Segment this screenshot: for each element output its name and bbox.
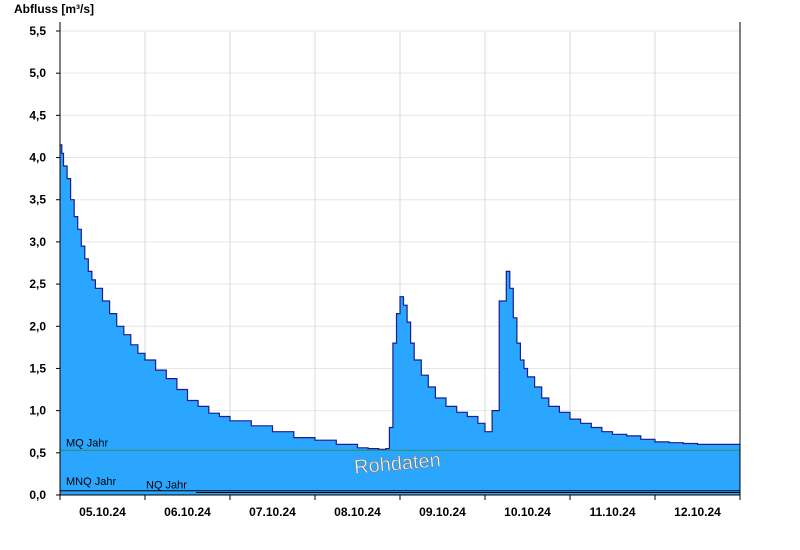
x-tick-label: 08.10.24 — [334, 505, 381, 519]
ticks: 0,0 0,5 1,0 1,5 2,0 2,5 3,0 3,5 4,0 4,5 5,0 5,5 05.1… — [29, 24, 741, 519]
discharge-line — [60, 144, 740, 450]
y-tick-label: 5,5 — [29, 24, 46, 38]
y-tick-label: 0,0 — [29, 488, 46, 502]
reference-line-label: NQ Jahr — [146, 479, 187, 491]
y-tick-label: 2,0 — [29, 319, 46, 333]
x-tick-label: 05.10.24 — [79, 505, 126, 519]
series-layer — [60, 144, 740, 495]
x-tick-label: 06.10.24 — [164, 505, 211, 519]
y-tick-label: 1,0 — [29, 404, 46, 418]
y-tick-label: 3,5 — [29, 193, 46, 207]
reference-lines: MQ Jahr MNQ Jahr NQ Jahr — [60, 437, 740, 493]
y-tick-label: 4,0 — [29, 151, 46, 165]
x-tick-label: 09.10.24 — [419, 505, 466, 519]
x-tick-label: 11.10.24 — [589, 505, 635, 519]
reference-line-label: MQ Jahr — [66, 437, 109, 449]
x-tick-label: 12.10.24 — [674, 505, 721, 519]
x-tick-label: 10.10.24 — [504, 505, 551, 519]
discharge-area — [60, 144, 740, 495]
y-tick-label: 0,5 — [29, 446, 46, 460]
y-tick-label: 3,0 — [29, 235, 46, 249]
y-tick-label: 1,5 — [29, 361, 46, 375]
reference-line-label: MNQ Jahr — [66, 476, 116, 488]
y-tick-label: 4,5 — [29, 108, 46, 122]
y-tick-label: 2,5 — [29, 277, 46, 291]
x-tick-label: 07.10.24 — [249, 505, 296, 519]
y-axis-title: Abfluss [m³/s] — [14, 2, 94, 16]
y-tick-label: 5,0 — [29, 66, 46, 80]
